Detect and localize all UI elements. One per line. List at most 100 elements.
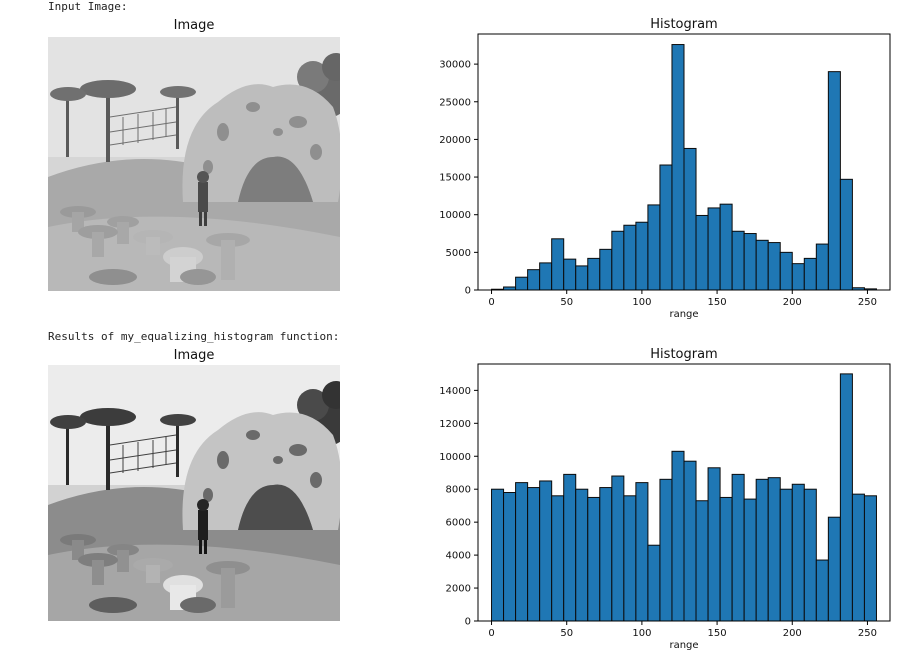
y-tick-label: 15000 bbox=[439, 173, 471, 184]
histogram-bar bbox=[575, 265, 589, 291]
histogram-bar bbox=[743, 498, 757, 622]
plot-frame bbox=[477, 363, 891, 622]
histogram-bar bbox=[731, 473, 745, 622]
histogram-bar bbox=[683, 147, 697, 291]
x-tick-label: 200 bbox=[783, 297, 802, 308]
histogram-bar bbox=[635, 221, 649, 291]
histogram-bar bbox=[851, 493, 865, 622]
histogram-bar bbox=[719, 203, 733, 291]
y-tick-label: 0 bbox=[465, 286, 471, 297]
y-tick-label: 2000 bbox=[446, 584, 471, 595]
x-tick-label: 50 bbox=[560, 297, 573, 308]
y-tick-label: 4000 bbox=[446, 551, 471, 562]
y-tick-label: 10000 bbox=[439, 210, 471, 221]
x-tick-label: 250 bbox=[858, 297, 877, 308]
histogram-bar bbox=[575, 488, 589, 622]
y-tick-label: 0 bbox=[465, 617, 471, 628]
histogram-bar bbox=[503, 492, 517, 622]
histogram-bar bbox=[815, 559, 829, 622]
histogram-bar bbox=[815, 243, 829, 291]
y-tick-label: 5000 bbox=[446, 248, 471, 259]
histogram-bar bbox=[539, 262, 553, 291]
input-image-caption: Input Image: bbox=[48, 0, 128, 13]
histogram-bar bbox=[779, 251, 793, 291]
histogram-bar bbox=[491, 488, 505, 622]
x-tick-label: 250 bbox=[858, 628, 877, 639]
input-image bbox=[48, 37, 340, 291]
histogram-bar bbox=[719, 496, 733, 622]
histogram-bar bbox=[707, 207, 721, 291]
histogram-title: Histogram bbox=[650, 347, 717, 362]
input-playground-photo bbox=[48, 37, 340, 291]
histogram-bar bbox=[671, 44, 685, 291]
histogram-bar bbox=[515, 482, 529, 622]
histogram-bar bbox=[839, 178, 853, 291]
x-tick-label: 0 bbox=[488, 297, 494, 308]
histogram-bar bbox=[563, 258, 577, 291]
histogram-bar bbox=[623, 224, 637, 291]
histogram-bar bbox=[587, 257, 601, 291]
histogram-bar bbox=[551, 238, 565, 291]
image-title-bottom: Image bbox=[173, 348, 215, 363]
histogram-bar bbox=[707, 467, 721, 622]
histogram-bar bbox=[827, 516, 841, 622]
y-tick-label: 8000 bbox=[446, 485, 471, 496]
y-tick-label: 10000 bbox=[439, 452, 471, 463]
histogram-bar bbox=[839, 373, 853, 622]
y-tick-label: 30000 bbox=[439, 60, 471, 71]
histogram-bar bbox=[695, 214, 709, 291]
histogram-bar bbox=[695, 500, 709, 622]
histogram-bar bbox=[647, 544, 661, 622]
equalized-playground-photo bbox=[48, 365, 340, 621]
histogram-bar bbox=[791, 483, 805, 622]
histogram-bar bbox=[539, 480, 553, 622]
x-axis-label: range bbox=[669, 640, 698, 651]
histogram-bar bbox=[731, 230, 745, 291]
histogram-bar bbox=[659, 478, 673, 622]
histogram-bar bbox=[587, 496, 601, 622]
histogram-bar bbox=[863, 495, 877, 622]
plot-frame bbox=[477, 33, 891, 291]
x-tick-label: 100 bbox=[632, 297, 651, 308]
x-tick-label: 100 bbox=[632, 628, 651, 639]
x-tick-label: 150 bbox=[708, 628, 727, 639]
y-tick-label: 6000 bbox=[446, 518, 471, 529]
histogram-bar bbox=[755, 239, 769, 291]
histogram-bar bbox=[743, 233, 757, 291]
histogram-bar bbox=[755, 478, 769, 622]
histogram-bar bbox=[599, 487, 613, 622]
histogram-bar bbox=[767, 242, 781, 291]
histogram-bar bbox=[683, 460, 697, 622]
histogram-bar bbox=[611, 230, 625, 291]
histogram-bar bbox=[647, 204, 661, 291]
equalized-image bbox=[48, 365, 340, 621]
y-tick-label: 14000 bbox=[439, 386, 471, 397]
histogram-bar bbox=[563, 473, 577, 622]
x-tick-label: 200 bbox=[783, 628, 802, 639]
histogram-bar bbox=[767, 477, 781, 622]
x-tick-label: 150 bbox=[708, 297, 727, 308]
histogram-bar bbox=[659, 164, 673, 291]
histogram-bar bbox=[515, 276, 529, 291]
histogram-bar bbox=[803, 488, 817, 622]
histogram-bar bbox=[791, 263, 805, 291]
histogram-bar bbox=[779, 488, 793, 622]
y-tick-label: 20000 bbox=[439, 135, 471, 146]
histogram-bar bbox=[827, 71, 841, 291]
histogram-bar bbox=[803, 257, 817, 291]
histogram-bar bbox=[527, 487, 541, 622]
histogram-bar bbox=[551, 495, 565, 622]
x-tick-label: 0 bbox=[488, 628, 494, 639]
x-axis-label: range bbox=[669, 309, 698, 320]
y-tick-label: 12000 bbox=[439, 419, 471, 430]
histogram-bar bbox=[623, 495, 637, 622]
histogram-bar bbox=[635, 482, 649, 622]
histogram-bar bbox=[599, 248, 613, 291]
y-tick-label: 25000 bbox=[439, 97, 471, 108]
equalized-histogram-chart: Histogram 0 50 100 150 200 250 0 2000 4000 6000 800… bbox=[439, 347, 891, 651]
input-histogram-chart: Histogram 0 50 100 150 200 250 0 5000 10000 15000 2… bbox=[439, 17, 891, 320]
results-caption: Results of my_equalizing_histogram funct… bbox=[48, 330, 340, 343]
histogram-bar bbox=[527, 269, 541, 291]
image-title-top: Image bbox=[173, 18, 215, 33]
histogram-title: Histogram bbox=[650, 17, 717, 32]
